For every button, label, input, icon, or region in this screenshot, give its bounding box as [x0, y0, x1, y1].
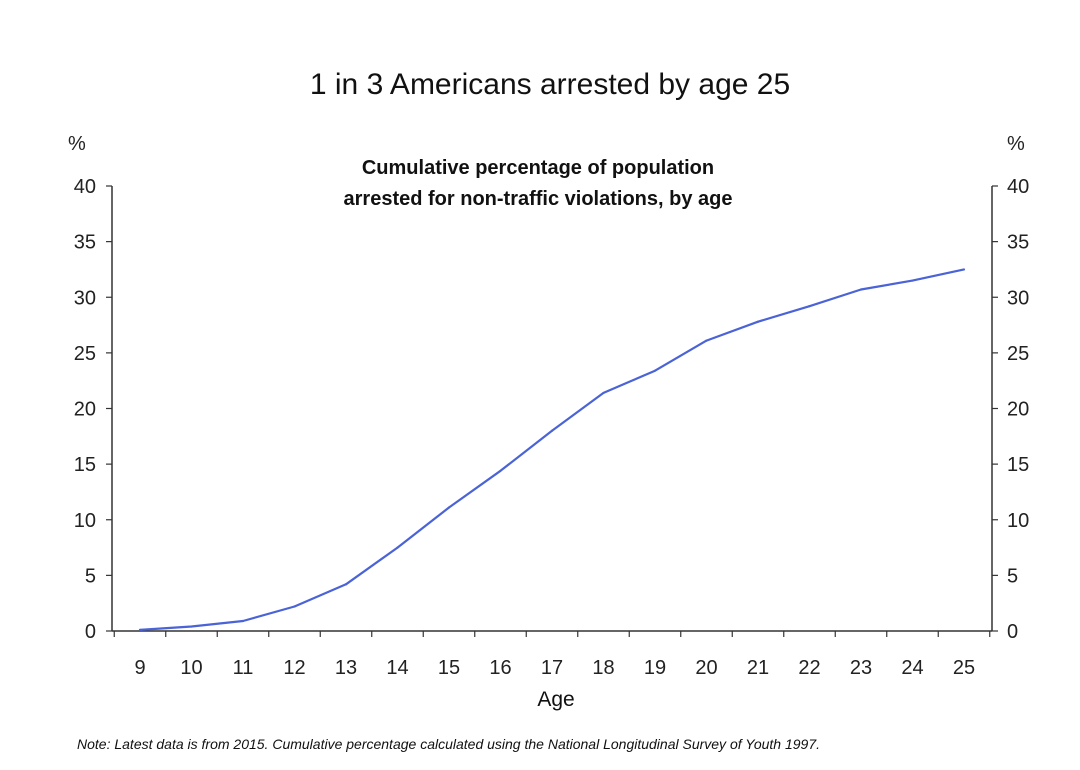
right-y-tick-label: 30: [1007, 287, 1029, 309]
series-line: [139, 268, 965, 631]
x-tick-label: 17: [541, 657, 563, 679]
x-tick-label: 24: [901, 657, 923, 679]
x-tick-label: 18: [592, 657, 614, 679]
data-point: [962, 268, 966, 271]
subtitle-line-1: Cumulative percentage of population: [361, 157, 715, 179]
left-y-tick-label: 35: [74, 232, 96, 254]
data-point: [396, 546, 399, 549]
right-y-tick-label: 25: [1007, 343, 1029, 365]
right-y-tick-label: 20: [1007, 399, 1029, 421]
chart-series: [138, 268, 966, 631]
right-y-tick-label: 10: [1007, 510, 1029, 532]
chart-title: 1 in 3 Americans arrested by age 25: [309, 68, 791, 101]
data-point: [808, 305, 811, 308]
data-point: [447, 506, 451, 509]
chart-subtitle: Cumulative percentage of population arre…: [238, 153, 838, 215]
data-point: [138, 628, 142, 631]
right-axis-unit: %: [1007, 133, 1025, 155]
data-point: [756, 320, 760, 323]
right-y-tick-label: 40: [1007, 176, 1029, 198]
footnote: Note: Latest data is from 2015. Cumulati…: [77, 736, 820, 752]
left-y-tick-label: 10: [74, 510, 96, 532]
left-y-tick-label: 20: [74, 399, 96, 421]
data-point: [241, 619, 245, 623]
right-y-tick-label: 35: [1007, 232, 1029, 254]
x-tick-label: 14: [386, 657, 408, 679]
data-point: [911, 279, 914, 282]
x-tick-label: 9: [134, 657, 145, 679]
left-y-tick-label: 15: [74, 454, 96, 476]
x-tick-label: 12: [283, 657, 305, 679]
data-point: [499, 469, 502, 472]
x-tick-label: 10: [180, 657, 202, 679]
data-point: [190, 625, 193, 628]
x-tick-label: 13: [335, 657, 357, 679]
right-y-tick-label: 0: [1007, 621, 1018, 643]
x-axis-label: Age: [537, 688, 575, 711]
x-tick-label: 25: [953, 657, 975, 679]
x-tick-label: 23: [850, 657, 872, 679]
left-y-tick-label: 25: [74, 343, 96, 365]
left-y-tick-label: 30: [74, 287, 96, 309]
left-axis-unit: %: [68, 133, 86, 155]
data-point: [653, 369, 657, 372]
x-tick-label: 20: [695, 657, 717, 679]
chart-axes: 0 0 5 5 10 10 15 15 20 20 25 25 30 30 35 35 40 40 9 10 11 12 1…: [74, 176, 1030, 679]
data-point: [859, 288, 863, 291]
left-y-tick-label: 40: [74, 176, 96, 198]
x-tick-label: 16: [489, 657, 511, 679]
right-y-tick-label: 5: [1007, 565, 1018, 587]
data-point: [344, 583, 348, 586]
right-y-tick-label: 15: [1007, 454, 1029, 476]
x-tick-label: 22: [798, 657, 820, 679]
data-point: [293, 605, 296, 608]
left-y-tick-label: 5: [85, 565, 96, 587]
x-tick-label: 21: [747, 657, 769, 679]
left-y-tick-label: 0: [85, 621, 96, 643]
x-tick-label: 19: [644, 657, 666, 679]
data-point: [705, 339, 708, 342]
x-tick-label: 15: [438, 657, 460, 679]
data-point: [550, 429, 554, 432]
x-tick-label: 11: [233, 657, 254, 679]
subtitle-line-2: arrested for non-traffic violations, by …: [343, 188, 733, 210]
data-point: [602, 391, 605, 395]
